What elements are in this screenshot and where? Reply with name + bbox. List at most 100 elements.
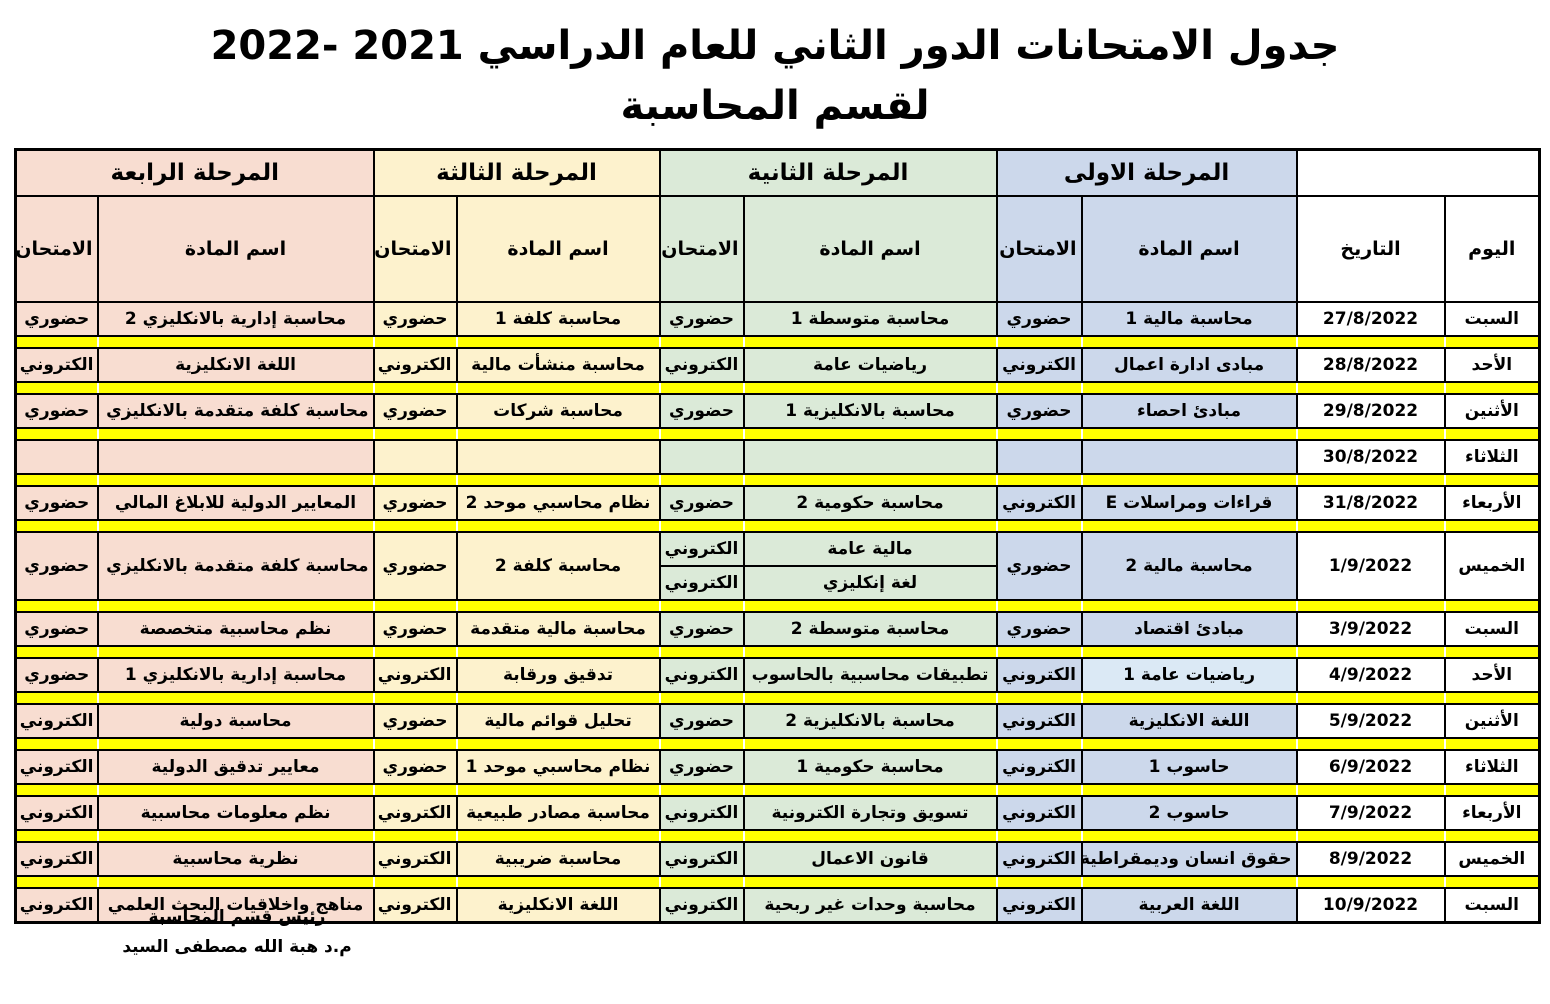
exam-type-cell: الكتروني (14, 749, 99, 785)
separator-cell (96, 335, 375, 349)
exam-type-cell: حضوري (658, 749, 745, 785)
separator-cell (995, 381, 1083, 395)
separator-cell (1295, 335, 1446, 349)
separator-cell (455, 783, 661, 797)
separator-cell (14, 783, 99, 797)
separator-cell (14, 691, 99, 705)
subject-cell: معايير تدقيق الدولية (96, 749, 375, 785)
exam-type-cell: حضوري (14, 301, 99, 337)
separator-cell (372, 783, 458, 797)
date-cell: 5/9/2022 (1295, 703, 1446, 739)
subject-cell: مناهج واخلاقيات البحث العلمي (96, 887, 375, 924)
title-line-1: جدول الامتحانات الدور الثاني للعام الدرا… (210, 23, 1340, 69)
separator-cell (1443, 335, 1541, 349)
date-cell: 4/9/2022 (1295, 657, 1446, 693)
subject-cell: اللغة الانكليزية (96, 347, 375, 383)
separator-cell (1443, 473, 1541, 487)
table-row: الثلاثاء 6/9/2022 حاسوب 1 الكتروني محاسب… (14, 749, 1541, 785)
exam-type-cell: حضوري (14, 485, 99, 521)
table-row: الخميس 1/9/2022 محاسبة مالية 2 حضوري مال… (14, 531, 1541, 601)
subject-cell: تحليل قوائم مالية (455, 703, 661, 739)
exam-type-cell: الكتروني (658, 657, 745, 693)
table-row: السبت 3/9/2022 مبادئ اقتصاد حضوري محاسبة… (14, 611, 1541, 647)
day-cell: الخميس (1443, 841, 1541, 877)
exam-type-cell: الكتروني (14, 887, 99, 924)
separator-cell (14, 599, 99, 613)
date-cell: 1/9/2022 (1295, 531, 1446, 601)
subject-cell: محاسبة حكومية 2 (742, 485, 998, 521)
separator-cell (742, 381, 998, 395)
signature-name: م.د هبة الله مصطفى السيد (122, 937, 352, 957)
subject-cell: نظرية محاسبية (96, 841, 375, 877)
separator-cell (658, 335, 745, 349)
title-line-2: لقسم المحاسبة (620, 83, 930, 129)
exam-type-cell: حضوري (995, 531, 1083, 601)
date-cell: 6/9/2022 (1295, 749, 1446, 785)
separator-cell (742, 427, 998, 441)
separator-cell (455, 829, 661, 843)
subject-cell: اللغة الانكليزية (1080, 703, 1298, 739)
separator-cell (1443, 829, 1541, 843)
exam-type-cell (658, 439, 745, 475)
separator-cell (1295, 519, 1446, 533)
exam-type-cell: الكتروني (14, 703, 99, 739)
separator-cell (372, 381, 458, 395)
separator-cell (742, 519, 998, 533)
exam-type-cell: الكتروني (995, 703, 1083, 739)
separator-cell (1443, 519, 1541, 533)
subject-cell: تدقيق ورقابة (455, 657, 661, 693)
day-cell: الأحد (1443, 657, 1541, 693)
separator-cell (995, 473, 1083, 487)
exam-type-cell: حضوري (658, 485, 745, 521)
separator-cell (1443, 691, 1541, 705)
exam-type-cell: الكتروني (372, 347, 458, 383)
subject-cell: رياضيات عامة (742, 347, 998, 383)
subject-cell (1080, 439, 1298, 475)
table-row-split: لغة إنكليزي الكتروني (16, 565, 1540, 601)
separator-cell (1080, 783, 1298, 797)
separator-cell (1080, 875, 1298, 889)
subject-cell: محاسبة إدارية بالانكليزي 1 (96, 657, 375, 693)
separator-cell (658, 829, 745, 843)
separator-cell (372, 519, 458, 533)
subject-cell: مبادئ اقتصاد (1080, 611, 1298, 647)
separator-cell (372, 875, 458, 889)
separator-cell (96, 645, 375, 659)
subject-cell: محاسبة مالية 1 (1080, 301, 1298, 337)
page-title: جدول الامتحانات الدور الثاني للعام الدرا… (0, 16, 1550, 136)
separator-cell (455, 473, 661, 487)
day-cell: الأربعاء (1443, 795, 1541, 831)
separator-cell (658, 473, 745, 487)
subject-cell: محاسبة منشأت مالية (455, 347, 661, 383)
date-cell: 8/9/2022 (1295, 841, 1446, 877)
exam-type-cell: الكتروني (658, 841, 745, 877)
separator-cell (1080, 381, 1298, 395)
subject-cell: محاسبة متوسطة 2 (742, 611, 998, 647)
separator-cell (14, 427, 99, 441)
row-separator (14, 829, 1541, 843)
exam-type-cell (995, 439, 1083, 475)
subject-cell: محاسبة ضريبية (455, 841, 661, 877)
table-row: الأحد 4/9/2022 رياضيات عامة 1 الكتروني ت… (14, 657, 1541, 693)
day-cell: السبت (1443, 887, 1541, 924)
separator-cell (1295, 599, 1446, 613)
separator-cell (1080, 427, 1298, 441)
separator-cell (1080, 691, 1298, 705)
separator-cell (1295, 473, 1446, 487)
subject-cell: تسويق وتجارة الكترونية (742, 795, 998, 831)
subject-cell: محاسبة شركات (455, 393, 661, 429)
subject-cell: قراءات ومراسلات E (1080, 485, 1298, 521)
separator-cell (14, 335, 99, 349)
separator-cell (96, 599, 375, 613)
separator-cell (1080, 519, 1298, 533)
date-cell: 27/8/2022 (1295, 301, 1446, 337)
separator-cell (658, 519, 745, 533)
exam-type-cell: الكتروني (995, 657, 1083, 693)
separator-cell (742, 335, 998, 349)
exam-type-cell: حضوري (372, 703, 458, 739)
separator-cell (658, 599, 745, 613)
stage-3-header: المرحلة الثالثة (372, 148, 661, 197)
separator-cell (455, 335, 661, 349)
separator-cell (742, 691, 998, 705)
row-separator (14, 473, 1541, 487)
